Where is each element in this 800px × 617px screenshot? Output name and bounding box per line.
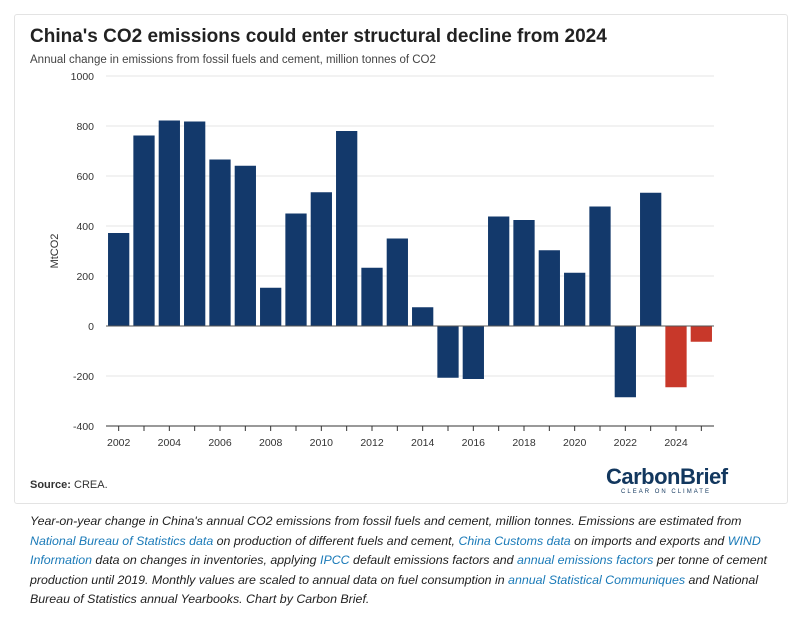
y-tick-label: 400 [76,221,94,233]
bar-2008 [260,287,282,326]
x-tick-label: 2002 [107,437,131,449]
x-tick-label: 2012 [360,437,384,449]
customs-data-link[interactable]: China Customs data [458,533,571,548]
caption-text-4: data on changes in inventories, applying [91,553,320,567]
y-tick-label: 200 [76,271,94,283]
bar-2022 [614,326,636,398]
bar-2018 [513,220,535,326]
carbonbrief-logo[interactable]: CarbonBrief CLEAR ON CLIMATE [606,464,728,496]
x-tick-label: 2008 [259,437,283,449]
bar-2013 [386,238,408,326]
ipcc-link[interactable]: IPCC [320,553,350,567]
caption-text-3: on imports and exports and [570,533,728,548]
bar-2002 [108,233,130,326]
y-tick-label: 0 [88,321,94,333]
bar-2005 [184,121,206,326]
bar-2017 [488,216,510,326]
bar-2020 [564,272,586,326]
x-tick-label: 2010 [310,437,334,449]
source-label: Source: [30,479,71,491]
bar-2012 [361,267,383,326]
bar-2010 [310,192,332,326]
y-axis-label: MtCO2 [49,234,61,269]
bars [108,120,712,398]
bar-2019 [538,250,560,326]
chart-subtitle: Annual change in emissions from fossil f… [30,54,436,66]
x-tick-label: 2006 [208,437,232,449]
bar-2025 [690,326,712,342]
source-text: CREA. [74,479,108,491]
caption-text-1: Year-on-year change in China's annual CO… [30,514,742,528]
emissions-factors-link[interactable]: annual emissions factors [516,553,654,567]
bar-2006 [209,159,231,326]
caption-text-6: per tonne of cement production until 201… [30,553,767,587]
y-tick-label: -400 [73,421,94,433]
caption-text-2: on production of different fuels and cem… [213,533,459,548]
bar-2003 [133,135,155,326]
x-tick-label: 2018 [512,437,536,449]
source-note: Source: CREA. [30,479,108,491]
bar-2004 [158,120,180,326]
bar-2023 [640,192,662,326]
x-tick-label: 2020 [563,437,587,449]
bar-2024 [665,326,687,388]
logo-tagline: CLEAR ON CLIMATE [621,489,711,495]
x-tick-label: 2024 [664,437,688,449]
bar-2011 [336,131,358,326]
figure-caption: Year-on-year change in China's annual CO… [30,512,770,610]
logo-wordmark: CarbonBrief [606,464,728,489]
statistical-communiques-link[interactable]: annual Statistical Communiques [508,572,686,587]
y-tick-label: 800 [76,121,94,133]
bar-2016 [462,326,484,379]
bar-2009 [285,213,307,326]
bar-2014 [412,307,434,326]
bar-2007 [234,165,256,326]
x-tick-label: 2014 [411,437,435,449]
y-tick-label: -200 [73,371,94,383]
nbs-data-link[interactable]: National Bureau of Statistics data [30,533,214,548]
x-tick-label: 2016 [462,437,486,449]
axes: -400 -200 0 200 400 600 800 1000 2002 2004 2006 200… [49,71,714,449]
caption-text-7: and National Bureau of Statistics annual… [30,572,759,607]
x-tick-label: 2004 [158,437,182,449]
bar-2015 [437,326,459,378]
x-tick-label: 2022 [614,437,638,449]
chart-title: China's CO2 emissions could enter struct… [30,26,607,47]
wind-information-link[interactable]: WIND Information [30,533,761,568]
bar-2021 [589,206,611,326]
y-tick-label: 1000 [71,71,95,83]
caption-text-5: default emissions factors and [349,553,517,567]
y-tick-label: 600 [76,171,94,183]
